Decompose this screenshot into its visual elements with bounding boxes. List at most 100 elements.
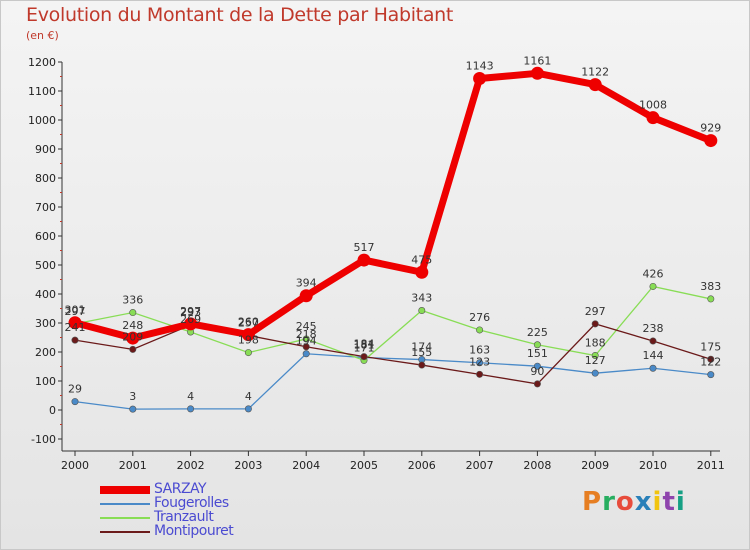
data-point-tranzault [649, 282, 657, 290]
data-label-sarzay: 301 [65, 304, 86, 317]
data-label-tranzault: 198 [238, 334, 259, 347]
data-label-sarzay: 475 [411, 253, 432, 266]
x-tick-label: 2011 [697, 459, 725, 472]
data-label-sarzay: 929 [700, 122, 721, 135]
x-tick-label: 2008 [523, 459, 551, 472]
data-point-montipouret [476, 370, 484, 378]
data-label-fougerolles: 174 [411, 341, 432, 354]
y-tick-label: 900 [35, 143, 56, 156]
data-point-sarzay [473, 72, 487, 86]
proxiti-logo: Proxiti [582, 487, 686, 517]
data-point-sarzay [646, 111, 660, 125]
y-tick-label: 700 [35, 201, 56, 214]
data-label-fougerolles: 127 [585, 354, 606, 367]
data-point-montipouret [71, 336, 79, 344]
data-point-sarzay [126, 331, 140, 345]
data-label-tranzault: 343 [411, 292, 432, 305]
data-point-fougerolles [707, 371, 715, 379]
data-point-montipouret [649, 337, 657, 345]
data-label-tranzault: 297 [65, 305, 86, 318]
x-tick-label: 2005 [350, 459, 378, 472]
y-tick-label: 0 [49, 404, 56, 417]
data-label-tranzault: 426 [643, 267, 664, 280]
data-point-tranzault [302, 335, 310, 343]
x-tick-label: 2000 [61, 459, 89, 472]
series-line-tranzault [74, 285, 711, 362]
data-label-montipouret: 293 [180, 306, 201, 319]
data-label-sarzay: 1008 [639, 99, 667, 112]
legend-item: SARZAY [100, 481, 300, 499]
y-tick-label: -100 [31, 433, 56, 446]
data-label-montipouret: 297 [585, 305, 606, 318]
data-point-sarzay [299, 289, 313, 303]
data-point-tranzault [707, 295, 715, 303]
y-tick-label: 1000 [28, 114, 56, 127]
data-point-sarzay [704, 134, 718, 148]
data-point-tranzault [533, 341, 541, 349]
legend-item: Montipouret [100, 523, 300, 541]
data-label-sarzay: 394 [296, 277, 317, 290]
data-point-fougerolles [187, 405, 195, 413]
data-point-sarzay [184, 317, 198, 331]
data-point-sarzay [357, 253, 371, 267]
legend-swatch [100, 517, 150, 519]
data-label-fougerolles: 194 [296, 335, 317, 348]
data-label-fougerolles: 122 [700, 356, 721, 369]
data-point-tranzault [591, 351, 599, 359]
data-label-fougerolles: 151 [527, 347, 548, 360]
data-point-montipouret [533, 380, 541, 388]
data-label-fougerolles: 144 [643, 349, 664, 362]
y-tick-label: 200 [35, 346, 56, 359]
data-label-tranzault: 171 [354, 341, 375, 354]
data-label-montipouret: 123 [469, 355, 490, 368]
data-point-fougerolles [591, 369, 599, 377]
y-tick-label: 400 [35, 288, 56, 301]
x-tick-label: 2007 [466, 459, 494, 472]
legend-swatch [100, 503, 150, 505]
data-point-fougerolles [71, 398, 79, 406]
data-point-tranzault [129, 309, 137, 317]
data-point-sarzay [588, 78, 602, 92]
data-label-sarzay: 1161 [523, 54, 551, 67]
data-point-montipouret [591, 320, 599, 328]
y-tick-label: 600 [35, 230, 56, 243]
data-point-fougerolles [244, 405, 252, 413]
data-label-tranzault: 225 [527, 326, 548, 339]
data-point-tranzault [418, 307, 426, 315]
data-label-tranzault: 336 [122, 294, 143, 307]
data-label-montipouret: 218 [296, 328, 317, 341]
data-label-montipouret: 90 [530, 365, 544, 378]
data-point-sarzay [68, 316, 82, 330]
y-tick-label: 500 [35, 259, 56, 272]
y-tick-label: 300 [35, 317, 56, 330]
series-line-fougerolles [74, 353, 711, 410]
data-label-montipouret: 175 [700, 340, 721, 353]
data-point-montipouret [302, 343, 310, 351]
legend-item: Tranzault [100, 509, 300, 527]
data-label-fougerolles: 163 [469, 344, 490, 357]
data-label-sarzay: 517 [354, 241, 375, 254]
legend-item: Fougerolles [100, 495, 300, 513]
legend-label: Fougerolles [154, 495, 229, 511]
data-point-fougerolles [476, 359, 484, 367]
legend-swatch [100, 531, 150, 533]
data-point-sarzay [530, 66, 544, 80]
x-tick-label: 2001 [119, 459, 147, 472]
y-tick-label: 800 [35, 172, 56, 185]
data-point-montipouret [129, 345, 137, 353]
legend-label: SARZAY [154, 481, 207, 497]
data-label-tranzault: 276 [469, 311, 490, 324]
data-label-montipouret: 155 [411, 346, 432, 359]
series-line-montipouret [74, 323, 711, 385]
chart-title: Evolution du Montant de la Dette par Hab… [26, 4, 454, 26]
data-label-fougerolles: 181 [354, 339, 375, 352]
data-point-sarzay [415, 265, 429, 279]
chart-subtitle: (en €) [26, 29, 59, 42]
data-label-montipouret: 238 [643, 322, 664, 335]
legend-swatch [100, 486, 150, 494]
data-label-tranzault: 188 [585, 336, 606, 349]
data-label-fougerolles: 3 [129, 390, 136, 403]
data-label-sarzay: 1122 [581, 66, 609, 79]
data-label-montipouret: 241 [65, 321, 86, 334]
